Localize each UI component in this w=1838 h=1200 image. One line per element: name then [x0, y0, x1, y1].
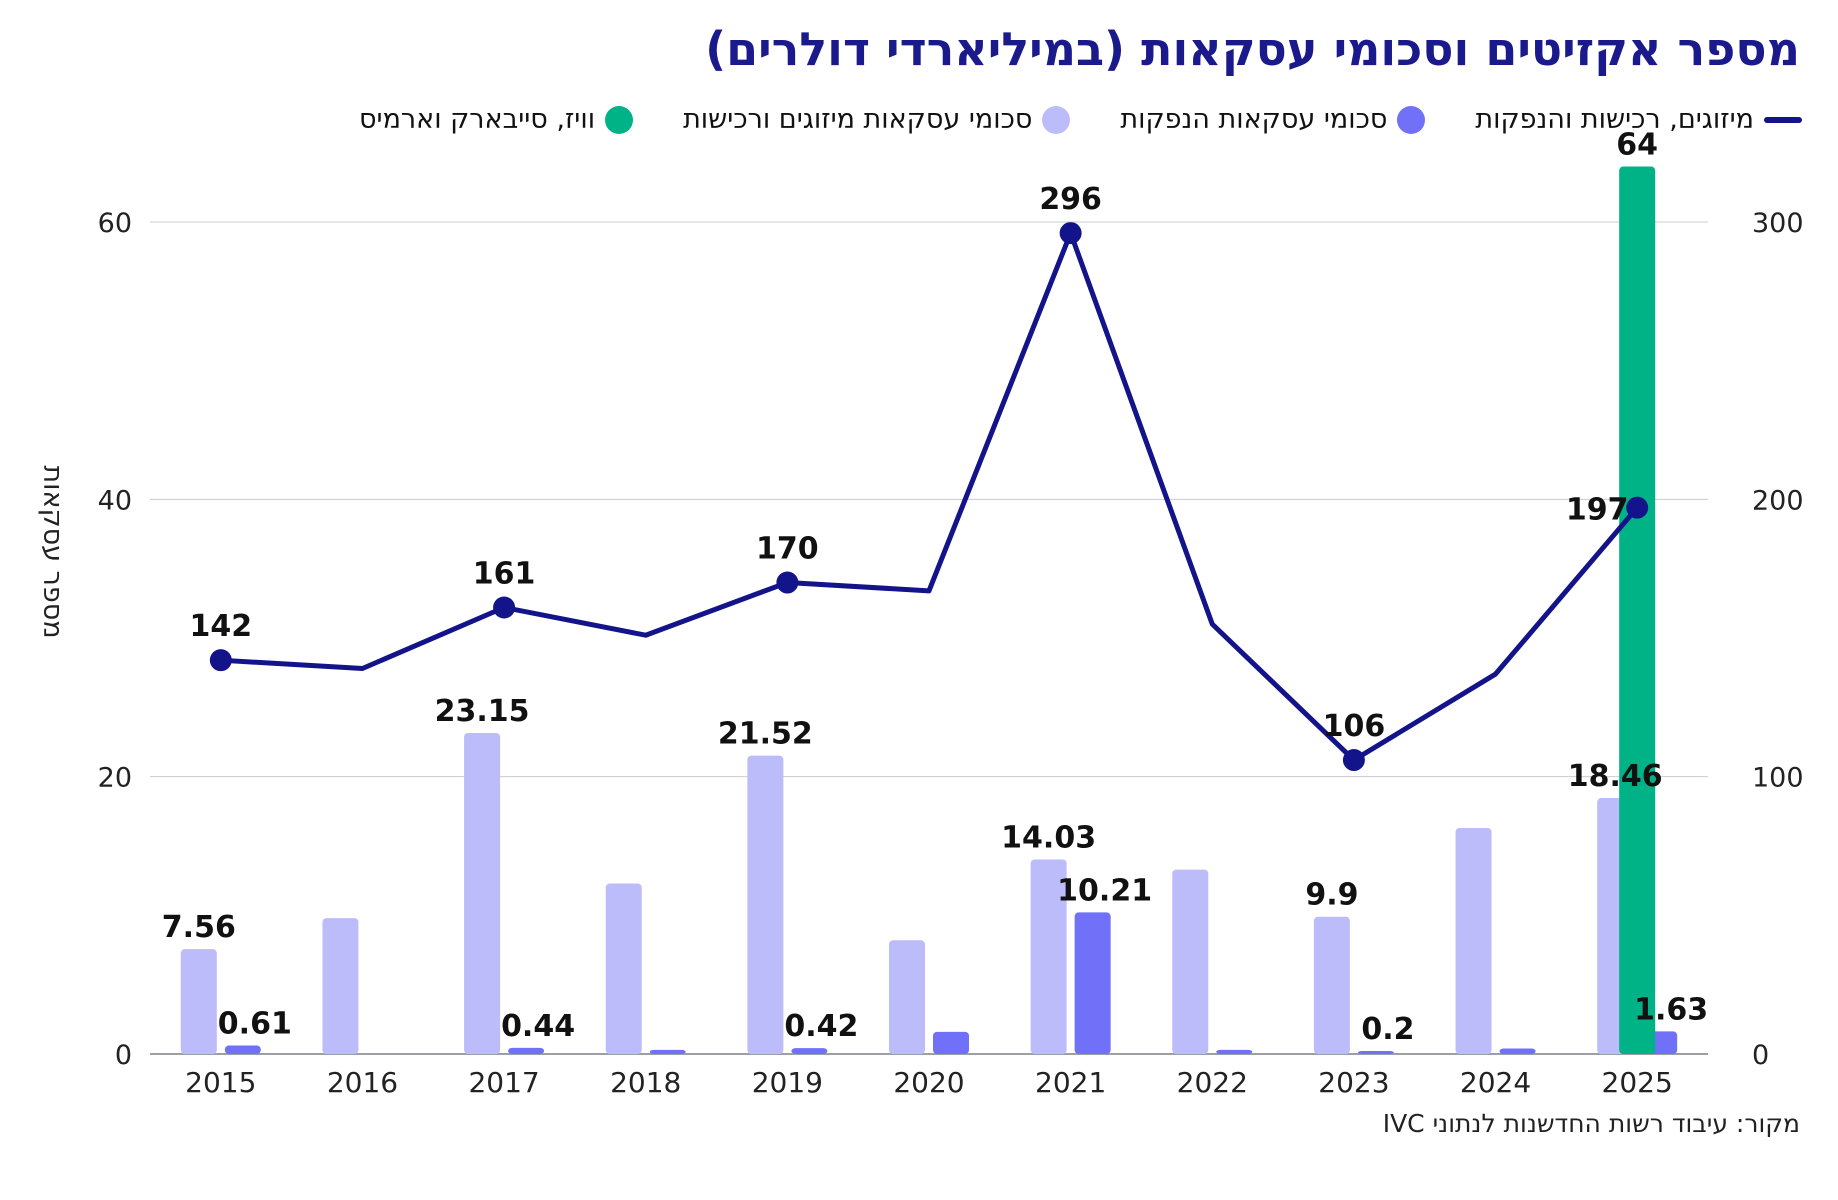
x-tick-label: 2023 — [1318, 1066, 1389, 1099]
data-label-line: 142 — [190, 609, 253, 644]
bar-ma-2019 — [747, 755, 784, 1054]
legend-item-line: מיזוגים, רכישות והנפקות — [1475, 104, 1802, 135]
legend-label: סכומי עסקאות מיזוגים ורכישות — [683, 104, 1033, 135]
chart-legend: מיזוגים, רכישות והנפקות סכומי עסקאות הנפ… — [359, 104, 1802, 135]
bar-ipo-2022 — [1216, 1049, 1253, 1054]
legend-dot-swatch — [1397, 105, 1426, 134]
bar-ipo-2021 — [1074, 912, 1111, 1054]
x-tick-label: 2025 — [1602, 1066, 1673, 1099]
data-label-special: 64 — [1616, 128, 1658, 163]
bar-ipo-2015 — [224, 1045, 261, 1054]
legend-label: וויז, סייבארק וארמיס — [359, 104, 596, 135]
line-point-2019 — [776, 571, 799, 594]
data-label-line: 106 — [1323, 709, 1386, 744]
bar-special-2025 — [1619, 166, 1656, 1055]
bar-ma-2021 — [1030, 859, 1067, 1054]
legend-dot-swatch — [605, 105, 634, 134]
x-tick-label: 2016 — [327, 1066, 398, 1099]
line-point-2023 — [1342, 749, 1365, 772]
y2-tick-label: 300 — [1752, 208, 1804, 239]
y2-tick-label: 0 — [1752, 1040, 1769, 1071]
source-note: מקור: עיבוד רשות החדשנות לנתוני IVC — [1382, 1109, 1800, 1138]
data-label-line: 296 — [1039, 182, 1102, 217]
legend-label: מיזוגים, רכישות והנפקות — [1475, 104, 1754, 135]
line-point-2017 — [493, 596, 516, 619]
x-tick-label: 2015 — [185, 1066, 256, 1099]
x-tick-label: 2018 — [610, 1066, 681, 1099]
line-point-2021 — [1059, 222, 1082, 245]
line-series-exits — [220, 230, 1640, 763]
data-label-ma: 9.9 — [1305, 878, 1358, 913]
bar-ma-2016 — [322, 918, 359, 1054]
data-label-ipo: 0.2 — [1361, 1012, 1414, 1047]
bar-ipo-2017 — [508, 1047, 545, 1054]
bar-ipo-2024 — [1499, 1048, 1536, 1054]
data-label-line: 170 — [756, 532, 819, 567]
data-label-ma: 23.15 — [435, 694, 530, 729]
bar-ma-2015 — [180, 949, 217, 1054]
legend-dot-swatch — [1042, 105, 1071, 134]
legend-item-ipo: סכומי עסקאות הנפקות — [1120, 104, 1426, 135]
data-label-line: 161 — [473, 556, 536, 591]
data-label-line: 197 — [1566, 493, 1629, 528]
data-label-ma: 14.03 — [1001, 820, 1096, 855]
bar-ma-2023 — [1313, 916, 1350, 1054]
data-label-ma: 21.52 — [718, 717, 813, 752]
x-tick-label: 2019 — [752, 1066, 823, 1099]
data-label-ipo: 0.44 — [501, 1009, 575, 1044]
y2-tick-label: 200 — [1752, 485, 1804, 516]
bar-ma-2018 — [605, 883, 642, 1054]
data-label-ma: 18.46 — [1568, 759, 1663, 794]
x-tick-label: 2022 — [1177, 1066, 1248, 1099]
line-point-2025 — [1626, 496, 1649, 519]
bar-ma-2020 — [889, 940, 925, 1054]
data-label-ma: 7.56 — [162, 910, 236, 945]
bar-ipo-2019 — [791, 1048, 828, 1054]
bar-ma-2022 — [1172, 869, 1209, 1054]
y-tick-label: 20 — [98, 763, 132, 794]
bar-ma-2024 — [1455, 827, 1492, 1054]
bar-ipo-2018 — [649, 1049, 686, 1054]
x-tick-label: 2021 — [1035, 1066, 1106, 1099]
x-tick-label: 2020 — [893, 1066, 964, 1099]
y-tick-label: 0 — [115, 1040, 132, 1071]
bar-ipo-2023 — [1357, 1051, 1394, 1054]
x-tick-label: 2017 — [468, 1066, 539, 1099]
chart-title: מספר אקזיטים וסכומי עסקאות (במיליארדי דו… — [705, 22, 1800, 76]
line-point-2015 — [209, 649, 232, 672]
y-axis-title: מספר עסקאות — [37, 465, 68, 638]
data-label-ipo: 0.61 — [218, 1007, 292, 1042]
legend-item-ma: סכומי עסקאות מיזוגים ורכישות — [683, 104, 1071, 135]
data-label-ipo: 0.42 — [784, 1009, 858, 1044]
x-tick-label: 2024 — [1460, 1066, 1531, 1099]
legend-label: סכומי עסקאות הנפקות — [1120, 104, 1388, 135]
data-label-ipo: 1.63 — [1634, 992, 1708, 1027]
y-tick-label: 60 — [98, 208, 132, 239]
legend-line-swatch — [1764, 116, 1802, 123]
legend-item-special: וויז, סייבארק וארמיס — [359, 104, 634, 135]
bar-ma-2017 — [464, 732, 501, 1054]
data-label-ipo: 10.21 — [1057, 873, 1152, 908]
bar-ipo-2020 — [933, 1031, 969, 1054]
y2-tick-label: 100 — [1752, 763, 1804, 794]
y-tick-label: 40 — [98, 485, 132, 516]
